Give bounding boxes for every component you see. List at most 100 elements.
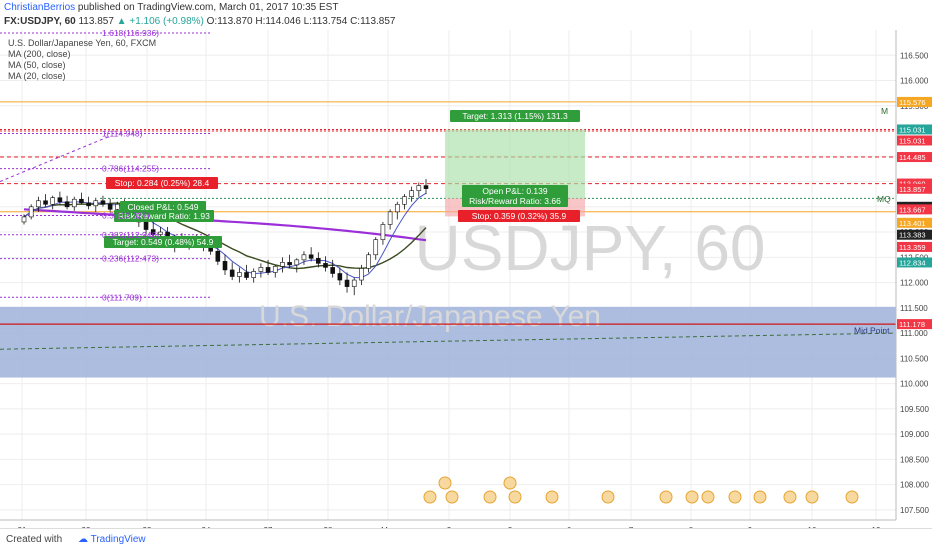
closed-pl-text: Closed P&L: 0.549 (128, 202, 199, 212)
target-right-box (450, 110, 580, 122)
x-tick-label: 9 (748, 526, 753, 528)
price-tag-label: 114.485 (899, 153, 926, 162)
candle (359, 268, 364, 281)
price-tag-box (897, 124, 932, 135)
price-tag-label: 112.834 (899, 258, 926, 267)
x-tick-label: 10 (808, 526, 817, 528)
event-flag-icon (508, 490, 522, 504)
event-flag-icon (445, 490, 459, 504)
price-tag-box (897, 217, 932, 228)
tradingview-logo[interactable]: ☁ TradingView (78, 534, 146, 545)
position-tools[interactable]: Target: 1.313 (1.15%) 131.3 Open P&L: 0.1… (104, 106, 891, 336)
tradingview-brand: TradingView (90, 534, 146, 545)
price-axis[interactable]: 116.500116.000115.500115.000114.500114.0… (900, 51, 929, 515)
price-tag-label: 115.576 (899, 98, 926, 107)
y-tick-label: 112.000 (900, 279, 929, 288)
candle (115, 203, 120, 210)
price-tag-box (897, 241, 932, 252)
price-tag-label: 113.401 (899, 219, 926, 228)
event-flag-icon (845, 490, 859, 504)
price-tag-box (897, 96, 932, 107)
price-change: +1.106 (+0.98%) (129, 16, 204, 27)
legend-entry: U.S. Dollar/Japanese Yen, 60, FXCM (8, 38, 156, 48)
candle (351, 279, 357, 287)
event-flag-icon (483, 490, 497, 504)
support-zone (0, 306, 896, 378)
candle (337, 273, 343, 281)
trend-dashed-line (0, 332, 896, 350)
candle (28, 206, 34, 218)
y-tick-label: 107.500 (900, 506, 929, 515)
ma-50-line (23, 202, 427, 270)
fib-label: 0.786(114.255) (102, 164, 159, 174)
candle (287, 262, 292, 266)
watermark: USDJPY, 60 U.S. Dollar/Japanese Yen (259, 212, 765, 333)
y-tick-label: 110.500 (900, 354, 929, 363)
candle (323, 263, 328, 268)
candle (64, 201, 70, 208)
fib-trend-line (0, 135, 111, 183)
up-arrow-icon: ▲ (116, 16, 127, 27)
event-flag-icon (601, 490, 615, 504)
x-tick-label: 8 (689, 526, 694, 528)
candle (294, 259, 300, 266)
candle (100, 200, 106, 205)
ohlc-values: O:113.870 H:114.046 L:113.754 C:113.857 (206, 16, 396, 27)
rr-right-text: Risk/Reward Ratio: 3.66 (469, 196, 561, 206)
x-tick-label: Mar (381, 526, 395, 528)
candle (394, 203, 400, 213)
economic-events[interactable] (423, 476, 859, 504)
event-flag-icon (503, 476, 517, 490)
price-tag-label: 111.178 (899, 320, 925, 329)
price-tag-box (897, 152, 932, 163)
fib-label: 1.618(116.936) (102, 28, 159, 38)
legend-entry: MA (50, close) (8, 60, 66, 70)
price-tag-box (897, 204, 932, 215)
open-pl-text: Open P&L: 0.139 (482, 186, 547, 196)
chart-canvas[interactable]: USDJPY, 60 U.S. Dollar/Japanese Yen Targ… (0, 0, 932, 528)
x-tick-label: 21 (18, 526, 27, 528)
mq-label: MQ (877, 194, 891, 204)
x-tick-label: 28 (324, 526, 333, 528)
created-with-label: Created with (6, 534, 63, 545)
footer: Created with ☁ TradingView (0, 528, 932, 551)
mid-point-label: Mid Point (854, 326, 890, 336)
time-axis[interactable]: 212223242728Mar2367891013 (18, 526, 881, 528)
legend-entry: MA (200, close) (8, 49, 71, 59)
candle (150, 229, 156, 235)
event-flag-icon (438, 476, 452, 490)
stop-left-text: Stop: 0.284 (0.25%) 28.4 (115, 178, 210, 188)
candle (36, 200, 41, 208)
candle (301, 254, 307, 261)
candle (237, 272, 242, 277)
y-tick-label: 109.000 (900, 430, 929, 439)
candle (50, 197, 56, 205)
y-tick-label: 110.000 (900, 380, 929, 389)
candle (158, 231, 163, 235)
candle (416, 185, 422, 191)
price-tag-box (897, 319, 932, 330)
x-tick-label: 3 (508, 526, 513, 528)
price-tag-label: 115.031 (899, 125, 926, 134)
price-tag-box (897, 257, 932, 268)
published-text: published on TradingView.com, March 01, … (77, 2, 339, 13)
event-flag-icon (753, 490, 767, 504)
price-tag-label: 115.031 (899, 136, 926, 145)
m-label: M (881, 106, 888, 116)
price-tag-box (897, 135, 932, 146)
candle (258, 267, 264, 272)
target-left-box (104, 236, 222, 248)
x-tick-label: 6 (567, 526, 572, 528)
candle (43, 200, 48, 205)
header: ChristianBerrios published on TradingVie… (0, 0, 932, 30)
price-tag-label: 113.667 (899, 205, 926, 214)
event-flag-icon (805, 490, 819, 504)
rr-right-box (462, 195, 568, 207)
y-tick-label: 109.500 (900, 405, 929, 414)
event-flag-icon (728, 490, 742, 504)
plot-area[interactable] (0, 30, 896, 520)
candle (143, 221, 149, 230)
author-link[interactable]: ChristianBerrios (4, 2, 76, 13)
fib-label: 0.236(112.473) (102, 254, 159, 264)
